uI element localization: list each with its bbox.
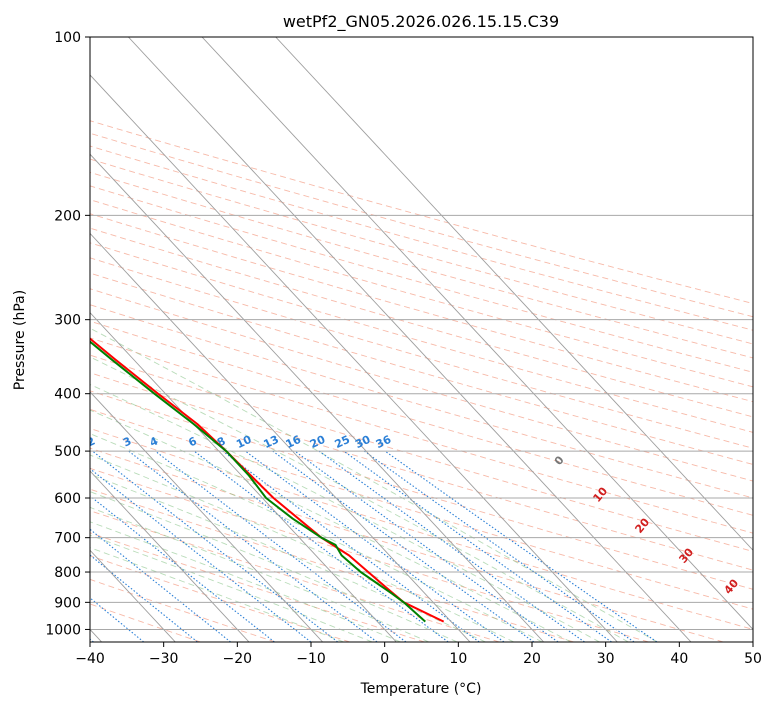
dry-adiabat-line bbox=[90, 390, 753, 590]
y-axis-title: Pressure (hPa) bbox=[12, 290, 28, 390]
y-tick-label: 400 bbox=[54, 387, 81, 403]
dry-adiabat-line bbox=[90, 488, 575, 642]
dry-adiabat-line bbox=[90, 227, 753, 418]
isotherm-line bbox=[90, 391, 324, 642]
x-tick-label: 10 bbox=[449, 651, 467, 667]
y-tick-label: 800 bbox=[54, 565, 81, 581]
isotherm-line bbox=[128, 37, 692, 642]
mixing-ratio-line bbox=[245, 450, 505, 642]
y-tick-label: 500 bbox=[54, 444, 81, 460]
x-tick-label: 50 bbox=[744, 651, 762, 667]
x-tick-label: 40 bbox=[670, 651, 688, 667]
dry-adiabat-line bbox=[90, 185, 753, 373]
dry-adiabat-line bbox=[90, 447, 724, 642]
line-labels: -100-90-80-70-60-50-40-30-20-100.10.20.4… bbox=[85, 433, 741, 597]
mixing-ratio-label: 2 bbox=[85, 434, 97, 449]
dry-adiabat-line bbox=[90, 578, 276, 642]
dry-adiabat-line bbox=[90, 354, 753, 552]
mixing-ratio-label: 30 bbox=[353, 433, 373, 451]
dry-adiabat-line bbox=[90, 199, 753, 388]
x-tick-label: 20 bbox=[523, 651, 541, 667]
y-tick-label: 300 bbox=[54, 313, 81, 329]
y-tick-label: 200 bbox=[54, 208, 81, 224]
x-tick-label: −20 bbox=[223, 651, 253, 667]
isotherm-line bbox=[201, 37, 753, 631]
dry-adiabat-line bbox=[90, 120, 753, 304]
mixing-ratio-label: 13 bbox=[262, 433, 281, 451]
isotherm-line bbox=[275, 37, 753, 551]
axes: −40 −30 −20 −10 0 10 20 30 40 50 1000 900 800 700 600 5… bbox=[45, 30, 762, 667]
isotherm-line bbox=[90, 311, 397, 642]
y-tick-label: 700 bbox=[54, 531, 81, 547]
mixing-ratio-line bbox=[90, 495, 275, 642]
mixing-ratio-line bbox=[272, 450, 535, 642]
mixing-ratio-line bbox=[90, 468, 312, 642]
dewpoint-profile-line bbox=[90, 340, 426, 623]
y-tick-label: 600 bbox=[54, 491, 81, 507]
isotherm-line bbox=[90, 74, 618, 642]
x-tick-label: −30 bbox=[149, 651, 179, 667]
mixing-ratio-label: 16 bbox=[284, 433, 304, 451]
x-tick-label: −10 bbox=[296, 651, 326, 667]
dry-adiabat-line bbox=[90, 427, 753, 630]
x-tick-label: −40 bbox=[75, 651, 105, 667]
mixing-ratio-line bbox=[92, 450, 339, 642]
mixing-ratio-line bbox=[318, 450, 585, 642]
mixing-ratio-line bbox=[222, 450, 480, 642]
dry-adiabat-line bbox=[90, 372, 753, 571]
mixing-ratio-label: 20 bbox=[308, 433, 328, 451]
mixing-ratio-label: 10 bbox=[234, 433, 254, 451]
isotherm-line bbox=[90, 470, 250, 642]
chart-title: wetPf2_GN05.2026.026.15.15.C39 bbox=[283, 12, 559, 32]
isotherm-line bbox=[90, 153, 545, 642]
mixing-ratio-line bbox=[193, 450, 449, 642]
x-tick-label: 0 bbox=[380, 651, 389, 667]
mixing-ratio-line bbox=[294, 450, 559, 642]
dry-adiabat-line bbox=[90, 257, 753, 449]
mixing-ratio-label: 25 bbox=[333, 433, 352, 451]
dry-adiabat-line bbox=[90, 510, 500, 642]
dry-adiabat-line bbox=[90, 272, 753, 465]
isotherm-line bbox=[90, 232, 471, 642]
dry-adiabat-line bbox=[90, 132, 753, 318]
y-tick-label: 1000 bbox=[45, 622, 81, 638]
plot-frame bbox=[89, 36, 754, 643]
y-tick-label: 900 bbox=[54, 595, 81, 611]
mixing-ratio-label: 36 bbox=[374, 433, 394, 451]
sounding-profiles bbox=[90, 337, 445, 623]
x-axis-title: Temperature (°C) bbox=[360, 681, 482, 697]
grid-lines bbox=[90, 37, 753, 642]
y-tick-label: 100 bbox=[54, 30, 81, 46]
dry-adiabat-line bbox=[90, 467, 649, 642]
x-tick-label: 30 bbox=[597, 651, 615, 667]
dry-adiabat-line bbox=[90, 337, 753, 534]
dry-adiabat-line bbox=[90, 158, 753, 345]
mixing-ratio-line bbox=[363, 450, 635, 642]
mixing-ratio-line bbox=[128, 450, 378, 642]
